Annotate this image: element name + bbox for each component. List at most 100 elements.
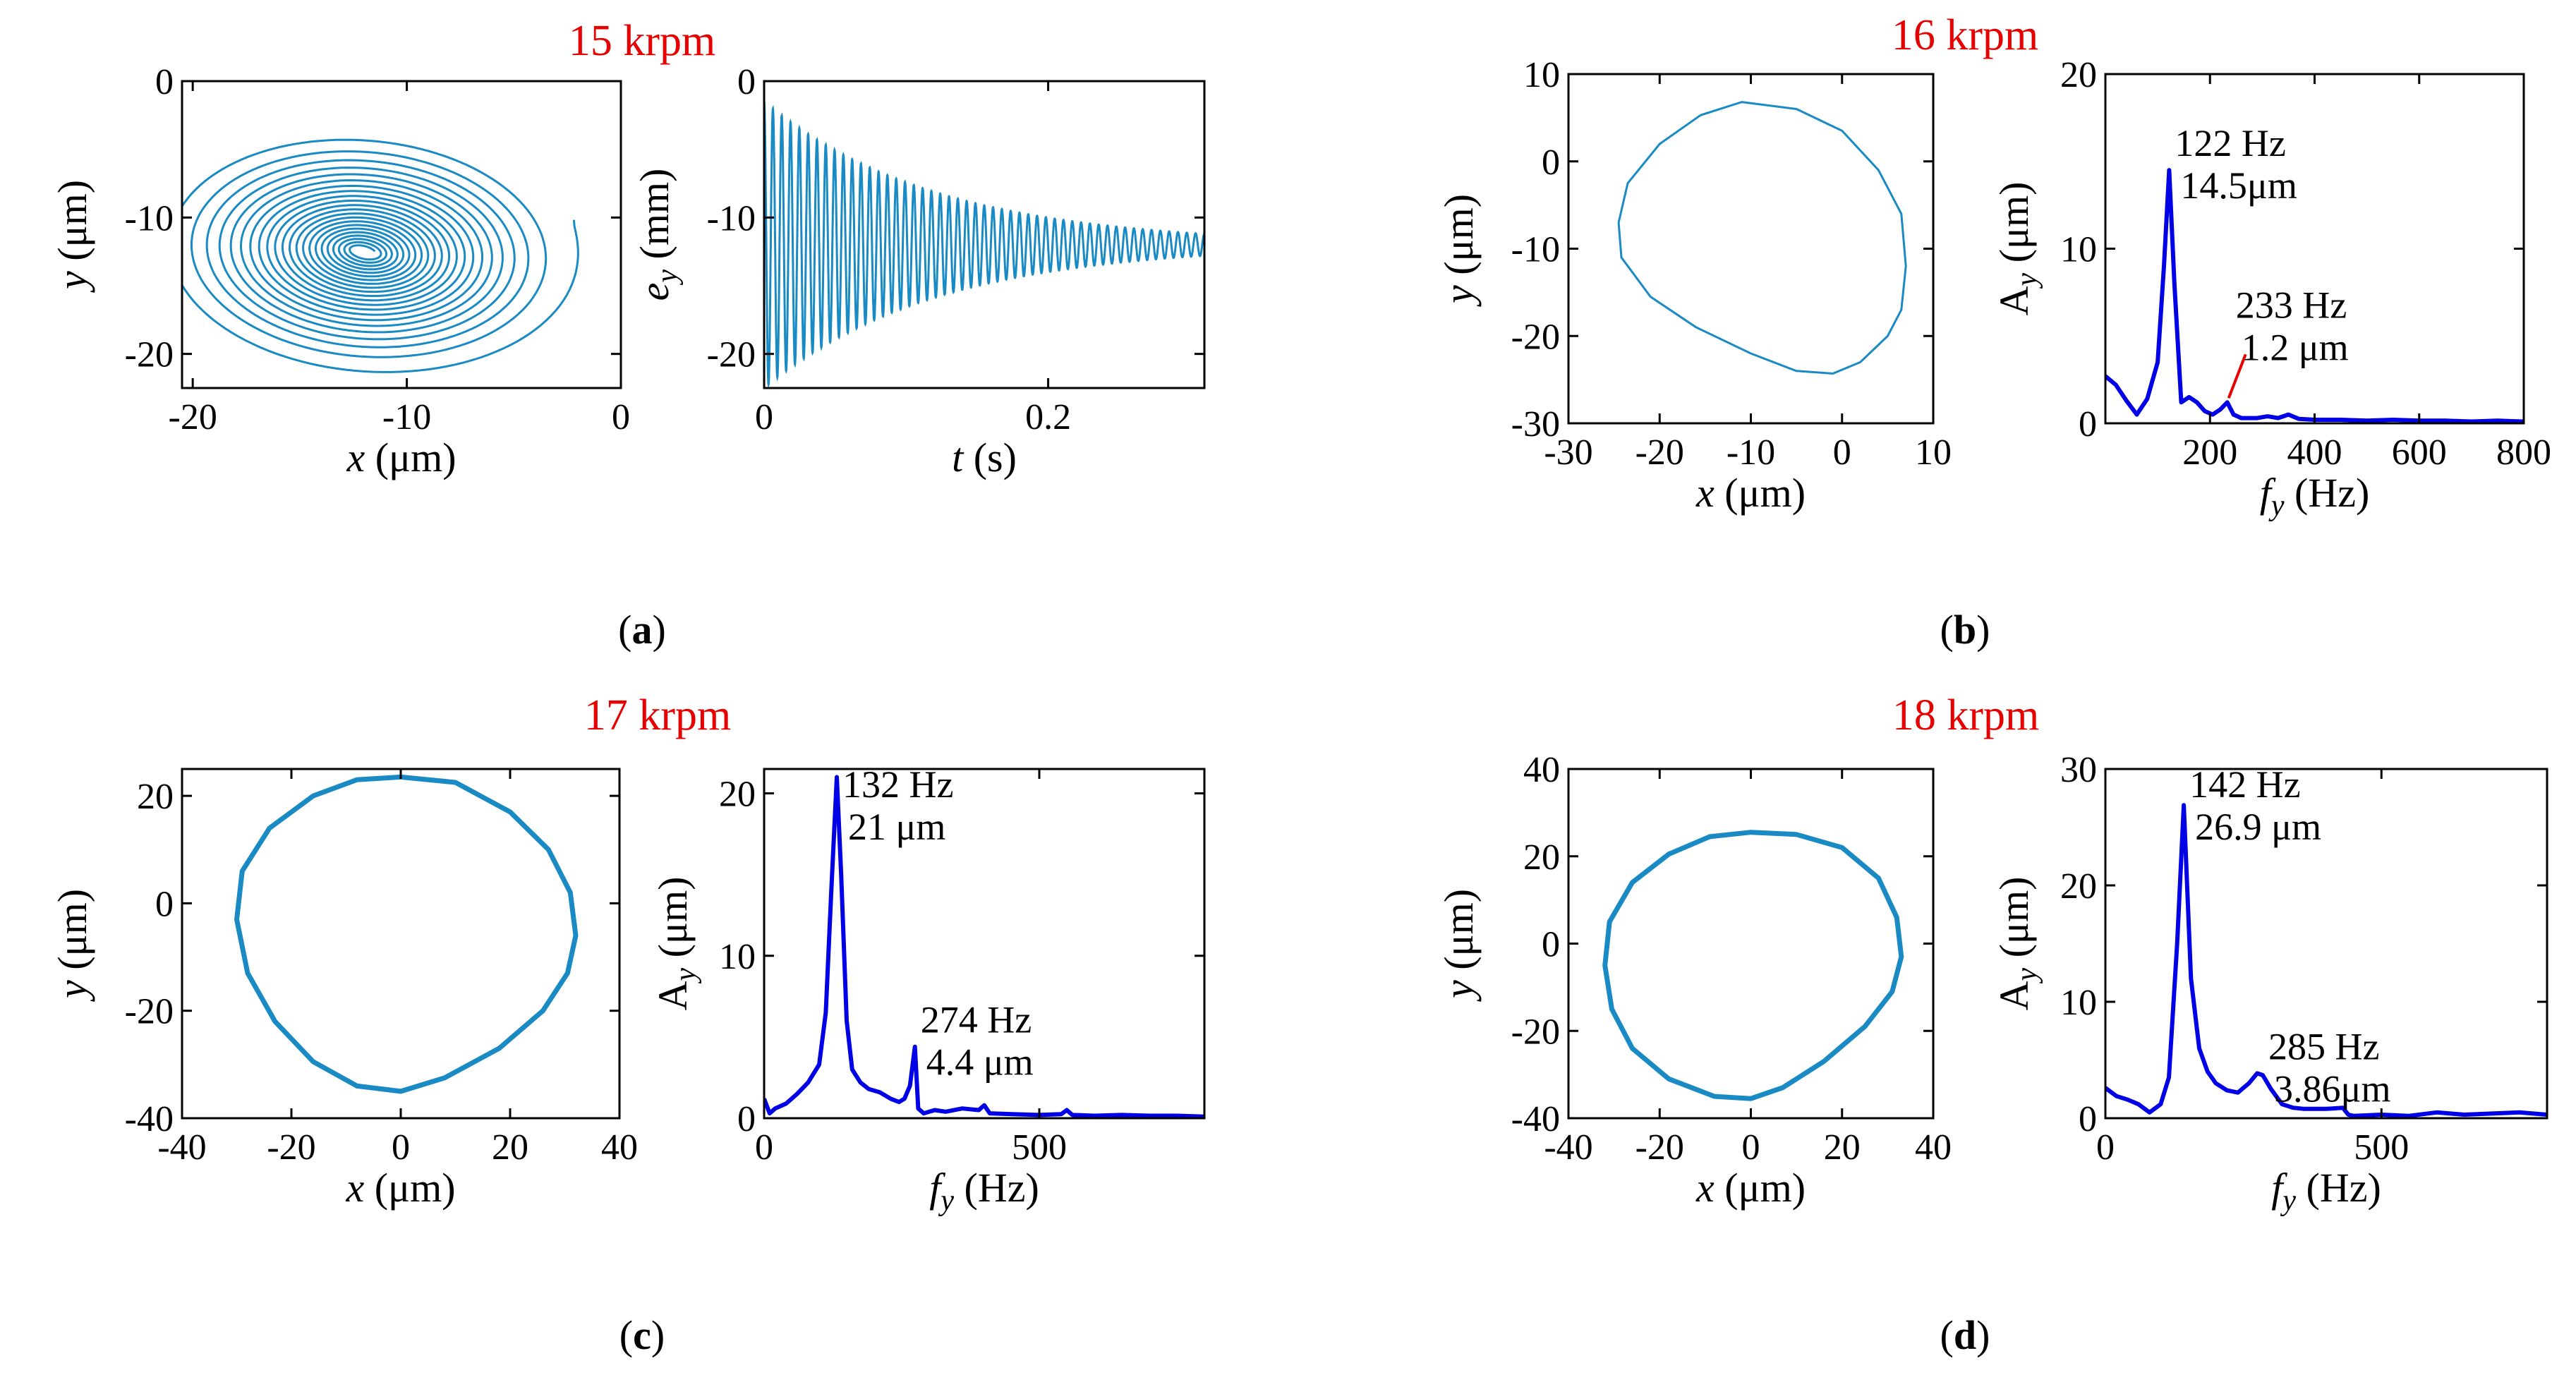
x-tick-label: 800 <box>2496 432 2551 473</box>
y-axis-label: y (μm) <box>49 889 95 1002</box>
peak-annotation: 285 Hz 3.86μm <box>2268 1025 2390 1110</box>
x-tick-label: -10 <box>382 397 431 437</box>
y-tick-label: -20 <box>1511 317 1560 357</box>
y-tick-label: 30 <box>2060 750 2097 790</box>
peak-annotation-line: 4.4 μm <box>926 1041 1034 1084</box>
x-axis-unit: (μm) <box>365 435 456 480</box>
chart-a-time_response: 0 0.2 -20 -10 0 t (s) ey (mm) <box>631 62 1206 480</box>
x-tick-label: 500 <box>1012 1127 1067 1168</box>
speed-label-a: 15 krpm <box>569 17 715 65</box>
y-axis-var: A <box>650 981 696 1010</box>
y-tick-label: 20 <box>2060 55 2097 95</box>
y-axis-unit: (mm) <box>631 169 677 269</box>
x-tick-label: -10 <box>1727 432 1775 473</box>
peak-annotation-line: 26.9 μm <box>2195 806 2321 848</box>
y-tick-label: 0 <box>737 1099 756 1139</box>
panel-letter-b: b <box>1954 607 1976 653</box>
y-tick-label: 20 <box>719 775 756 815</box>
spectrum-line <box>2105 168 2524 423</box>
x-axis-unit: (Hz) <box>954 1165 1039 1211</box>
panel-label-b: (b) <box>1940 607 1990 653</box>
x-axis-sub: y <box>938 1185 954 1217</box>
y-tick-label: -20 <box>125 335 174 375</box>
x-tick-label: 500 <box>2354 1127 2409 1168</box>
x-tick-label: 400 <box>2287 432 2342 473</box>
axes-frame <box>763 768 1206 1120</box>
x-axis-label: x (μm) <box>345 1165 455 1211</box>
x-axis-unit: (μm) <box>1715 470 1806 516</box>
x-axis-label: t (s) <box>952 435 1017 480</box>
y-tick-label: 20 <box>1523 837 1560 878</box>
x-tick-label: 20 <box>492 1127 528 1168</box>
axes-frame <box>181 80 622 389</box>
x-axis-unit: (s) <box>963 435 1017 480</box>
y-axis-sub: y <box>670 968 702 984</box>
svg-text:(a): (a) <box>618 607 666 653</box>
y-tick-label: -20 <box>1511 1012 1560 1052</box>
orbit-curve <box>182 138 579 373</box>
axes-frame <box>2104 768 2548 1120</box>
peak-annotation: 142 Hz 26.9 μm <box>2189 763 2321 848</box>
x-axis-sub: y <box>2280 1185 2296 1217</box>
y-axis-var: e <box>631 283 677 301</box>
x-axis-var: x <box>345 1165 364 1211</box>
x-axis-label: fy (Hz) <box>929 1165 1039 1217</box>
panel-label-c: (c) <box>619 1312 665 1358</box>
x-tick-label: 0 <box>2096 1127 2115 1168</box>
x-axis-var: x <box>1695 1165 1715 1211</box>
y-tick-label: 10 <box>1523 55 1560 95</box>
x-tick-label: -20 <box>1635 1127 1684 1168</box>
y-tick-label: -10 <box>1511 230 1560 270</box>
y-tick-label: 40 <box>1523 750 1560 790</box>
x-tick-label: -40 <box>157 1127 206 1168</box>
y-tick-label: -40 <box>125 1099 174 1139</box>
panel-label-d: (d) <box>1940 1312 1990 1358</box>
y-axis-label: Ay (μm) <box>650 877 702 1011</box>
x-tick-label: -20 <box>267 1127 315 1168</box>
y-axis-unit: (μm) <box>1436 889 1482 980</box>
x-axis-var: x <box>1695 470 1715 516</box>
x-axis-unit: (Hz) <box>2296 1165 2381 1211</box>
y-axis-unit: (μm) <box>1991 877 2037 968</box>
x-tick-label: -30 <box>1544 432 1592 473</box>
peak-annotation-line: 1.2 μm <box>2242 326 2349 368</box>
y-axis-var: y <box>1436 980 1482 1002</box>
y-tick-label: 0 <box>2079 1099 2097 1139</box>
axes-frame <box>763 80 1206 389</box>
y-tick-label: 0 <box>1542 925 1560 965</box>
y-axis-label: y (μm) <box>1436 889 1482 1002</box>
y-tick-label: -20 <box>125 992 174 1032</box>
peak-annotation-line: 142 Hz <box>2189 763 2300 806</box>
speed-label-d: 18 krpm <box>1892 691 2039 739</box>
x-tick-label: 40 <box>601 1127 638 1168</box>
x-axis-unit: (μm) <box>1715 1165 1806 1211</box>
y-axis-unit: (μm) <box>49 180 95 271</box>
x-tick-label: 0.2 <box>1025 397 1071 437</box>
y-axis-label: Ay (μm) <box>1991 182 2043 316</box>
x-axis-unit: (μm) <box>364 1165 455 1211</box>
peak-annotation-line: 14.5μm <box>2180 164 2297 207</box>
panel-letter-d: d <box>1954 1312 1976 1358</box>
x-tick-label: 0 <box>755 397 773 437</box>
spectrum-line <box>764 775 1204 1118</box>
y-tick-label: 0 <box>737 62 756 102</box>
panel-letter-a: a <box>632 607 653 653</box>
x-axis-sub: y <box>2268 490 2285 522</box>
x-tick-label: 0 <box>612 397 630 437</box>
y-tick-label: 0 <box>155 884 174 924</box>
x-tick-label: -20 <box>1635 432 1684 473</box>
orbit-curve <box>1602 830 1904 1101</box>
y-tick-label: 0 <box>1542 143 1560 183</box>
x-tick-label: 10 <box>1915 432 1952 473</box>
y-axis-unit: (μm) <box>1991 182 2037 273</box>
svg-text:(b): (b) <box>1940 607 1990 653</box>
y-axis-var: y <box>1436 285 1482 307</box>
y-axis-sub: y <box>2011 273 2043 289</box>
y-tick-label: 20 <box>2060 866 2097 907</box>
